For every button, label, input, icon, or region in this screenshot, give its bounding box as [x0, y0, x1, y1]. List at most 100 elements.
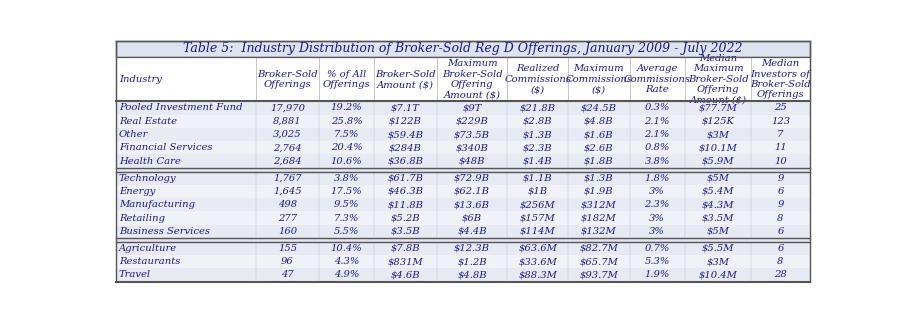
Text: Restaurants: Restaurants	[119, 257, 180, 266]
Text: $4.6B: $4.6B	[391, 271, 420, 279]
Text: 9.5%: 9.5%	[334, 200, 359, 209]
Bar	[115, 141, 809, 154]
Text: $7.8B: $7.8B	[391, 244, 420, 253]
Text: $4.3M: $4.3M	[701, 200, 733, 209]
Text: 3%: 3%	[649, 213, 665, 223]
Text: Travel: Travel	[119, 271, 151, 279]
Text: 20.4%: 20.4%	[330, 143, 362, 152]
Text: 2.1%: 2.1%	[644, 130, 669, 139]
Bar	[115, 185, 809, 198]
Bar	[115, 198, 809, 211]
Text: $82.7M: $82.7M	[579, 244, 618, 253]
Text: 0.8%: 0.8%	[644, 143, 669, 152]
Text: 17,970: 17,970	[270, 103, 305, 113]
Text: 4.3%: 4.3%	[334, 257, 359, 266]
Text: $46.3B: $46.3B	[387, 187, 423, 196]
Text: $229B: $229B	[456, 117, 488, 126]
Text: $10.1M: $10.1M	[698, 143, 737, 152]
Text: $122B: $122B	[389, 117, 421, 126]
Text: 7: 7	[777, 130, 783, 139]
Text: $1.6B: $1.6B	[584, 130, 613, 139]
Text: $63.6M: $63.6M	[518, 244, 557, 253]
Text: 9: 9	[777, 174, 783, 183]
Text: 3%: 3%	[649, 227, 665, 236]
Bar	[115, 238, 809, 242]
Bar	[115, 41, 809, 57]
Bar	[115, 211, 809, 225]
Text: Maximum
Broker-Sold
Offering
Amount ($): Maximum Broker-Sold Offering Amount ($)	[441, 59, 502, 100]
Text: 123: 123	[770, 117, 789, 126]
Text: $256M: $256M	[520, 200, 555, 209]
Text: 96: 96	[281, 257, 293, 266]
Text: $72.9B: $72.9B	[454, 174, 490, 183]
Text: $88.3M: $88.3M	[518, 271, 557, 279]
Text: 160: 160	[278, 227, 297, 236]
Text: 3,025: 3,025	[273, 130, 301, 139]
Text: 1.8%: 1.8%	[644, 174, 669, 183]
Bar	[115, 255, 809, 268]
Bar	[115, 154, 809, 168]
Text: $59.4B: $59.4B	[387, 130, 423, 139]
Text: Financial Services: Financial Services	[119, 143, 212, 152]
Text: Realized
Commissions
($): Realized Commissions ($)	[503, 64, 571, 94]
Text: 1,645: 1,645	[273, 187, 301, 196]
Text: $1.8B: $1.8B	[584, 157, 613, 166]
Text: Pooled Investment Fund: Pooled Investment Fund	[119, 103, 242, 113]
Text: 5.5%: 5.5%	[334, 227, 359, 236]
Text: $114M: $114M	[520, 227, 555, 236]
Text: Industry: Industry	[119, 75, 161, 84]
Text: 47: 47	[281, 271, 293, 279]
Text: $2.8B: $2.8B	[522, 117, 552, 126]
Text: $65.7M: $65.7M	[579, 257, 618, 266]
Text: Energy: Energy	[119, 187, 155, 196]
Text: Business Services: Business Services	[119, 227, 209, 236]
Text: $3.5M: $3.5M	[701, 213, 733, 223]
Text: Technology: Technology	[119, 174, 176, 183]
Text: 2.1%: 2.1%	[644, 117, 669, 126]
Text: $831M: $831M	[387, 257, 423, 266]
Text: $7.1T: $7.1T	[391, 103, 419, 113]
Text: % of All
Offerings: % of All Offerings	[322, 70, 370, 89]
Text: $157M: $157M	[520, 213, 555, 223]
Text: 28: 28	[773, 271, 786, 279]
Text: $3M: $3M	[706, 130, 729, 139]
Text: $1.9B: $1.9B	[584, 187, 613, 196]
Bar	[115, 268, 809, 282]
Text: $1.1B: $1.1B	[522, 174, 552, 183]
Bar	[115, 128, 809, 141]
Text: 3.8%: 3.8%	[644, 157, 669, 166]
Bar	[115, 115, 809, 128]
Text: 10: 10	[773, 157, 786, 166]
Text: $2.3B: $2.3B	[522, 143, 552, 152]
Text: 0.3%: 0.3%	[644, 103, 669, 113]
Text: $5M: $5M	[706, 174, 729, 183]
Text: 7.3%: 7.3%	[334, 213, 359, 223]
Text: $33.6M: $33.6M	[518, 257, 557, 266]
Text: $1.3B: $1.3B	[584, 174, 613, 183]
Text: $340B: $340B	[456, 143, 488, 152]
Text: $48B: $48B	[458, 157, 484, 166]
Text: $12.3B: $12.3B	[454, 244, 490, 253]
Text: 1.9%: 1.9%	[644, 271, 669, 279]
Text: $62.1B: $62.1B	[454, 187, 490, 196]
Text: $6B: $6B	[462, 213, 482, 223]
Text: 10.4%: 10.4%	[330, 244, 362, 253]
Text: $10.4M: $10.4M	[698, 271, 737, 279]
Text: 277: 277	[278, 213, 297, 223]
Text: 8: 8	[777, 213, 783, 223]
Text: $4.4B: $4.4B	[456, 227, 486, 236]
Text: 25.8%: 25.8%	[330, 117, 362, 126]
Text: 1,767: 1,767	[273, 174, 301, 183]
Text: 4.9%: 4.9%	[334, 271, 359, 279]
Text: $5.4M: $5.4M	[701, 187, 733, 196]
Text: 3.8%: 3.8%	[334, 174, 359, 183]
Text: Manufacturing: Manufacturing	[119, 200, 195, 209]
Text: Health Care: Health Care	[119, 157, 180, 166]
Text: 10.6%: 10.6%	[330, 157, 362, 166]
Text: Agriculture: Agriculture	[119, 244, 177, 253]
Text: $77.7M: $77.7M	[698, 103, 737, 113]
Text: 8: 8	[777, 257, 783, 266]
Text: $3M: $3M	[706, 257, 729, 266]
Bar	[115, 101, 809, 115]
Text: 9: 9	[777, 200, 783, 209]
